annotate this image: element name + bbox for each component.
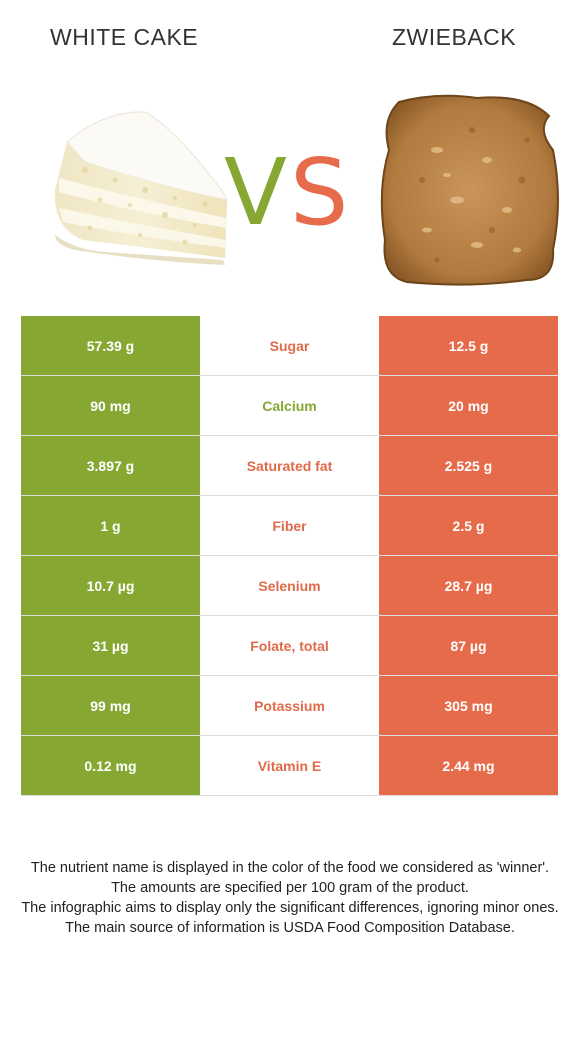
footnote-line: The main source of information is USDA F… xyxy=(65,920,515,936)
nutrient-name: Potassium xyxy=(200,676,379,735)
white-cake-image xyxy=(54,111,228,265)
vs-v-letter: V xyxy=(224,139,287,232)
footnote-line: The infographic aims to display only the… xyxy=(21,900,559,916)
comparison-table: 57.39 g Sugar 12.5 g 90 mg Calcium 20 mg 3.897… xyxy=(21,316,558,796)
nutrient-name: Sugar xyxy=(200,316,379,375)
white-cake-value: 90 mg xyxy=(21,376,200,435)
footnote-line: The nutrient name is displayed in the co… xyxy=(30,860,550,876)
zwieback-value: 2.5 g xyxy=(379,496,558,555)
zwieback-value: 87 µg xyxy=(379,616,558,675)
zwieback-value: 2.44 mg xyxy=(379,736,558,795)
white-cake-value: 1 g xyxy=(21,496,200,555)
vs-label: V S xyxy=(224,139,348,232)
white-cake-value: 99 mg xyxy=(21,676,200,735)
table-row: 99 mg Potassium 305 mg xyxy=(21,676,558,736)
table-row: 31 µg Folate, total 87 µg xyxy=(21,616,558,676)
white-cake-value: 0.12 mg xyxy=(21,736,200,795)
table-row: 90 mg Calcium 20 mg xyxy=(21,376,558,436)
zwieback-image xyxy=(380,94,559,286)
zwieback-value: 28.7 µg xyxy=(379,556,558,615)
zwieback-value: 2.525 g xyxy=(379,436,558,495)
right-food-title: ZWIEBACK xyxy=(392,24,517,50)
nutrient-name: Folate, total xyxy=(200,616,379,675)
nutrient-name: Vitamin E xyxy=(200,736,379,795)
zwieback-value: 20 mg xyxy=(379,376,558,435)
zwieback-value: 305 mg xyxy=(379,676,558,735)
nutrient-name: Selenium xyxy=(200,556,379,615)
table-row: 10.7 µg Selenium 28.7 µg xyxy=(21,556,558,616)
table-row: 1 g Fiber 2.5 g xyxy=(21,496,558,556)
nutrient-name: Saturated fat xyxy=(200,436,379,495)
nutrient-name: Calcium xyxy=(200,376,379,435)
left-food-title: WHITE CAKE xyxy=(50,24,199,50)
table-row: 0.12 mg Vitamin E 2.44 mg xyxy=(21,736,558,796)
nutrient-name: Fiber xyxy=(200,496,379,555)
white-cake-value: 57.39 g xyxy=(21,316,200,375)
white-cake-value: 31 µg xyxy=(21,616,200,675)
footnote-line: The amounts are specified per 100 gram o… xyxy=(111,880,469,896)
footnote: The nutrient name is displayed in the co… xyxy=(20,858,560,938)
white-cake-value: 3.897 g xyxy=(21,436,200,495)
table-row: 3.897 g Saturated fat 2.525 g xyxy=(21,436,558,496)
white-cake-value: 10.7 µg xyxy=(21,556,200,615)
table-row: 57.39 g Sugar 12.5 g xyxy=(21,316,558,376)
zwieback-value: 12.5 g xyxy=(379,316,558,375)
vs-s-letter: S xyxy=(290,139,348,232)
